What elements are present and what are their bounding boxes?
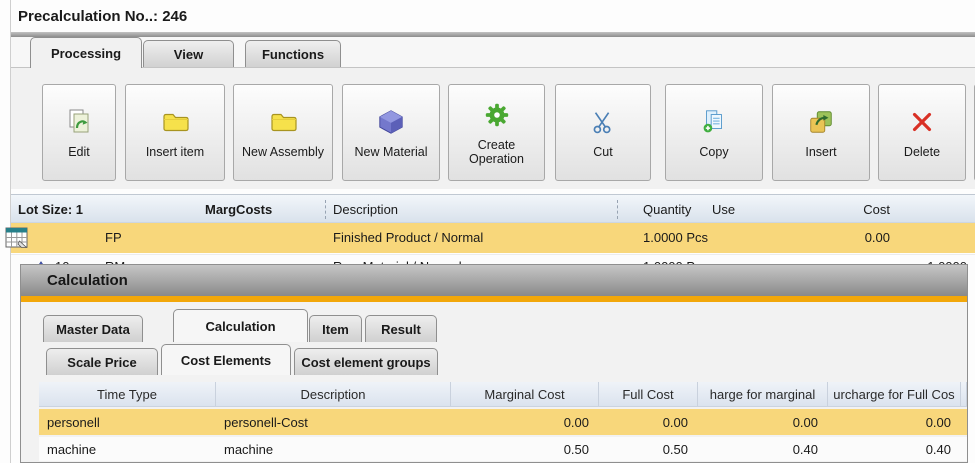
grid-header: Lot Size: 1 MargCosts Description Quanti… (11, 194, 975, 223)
copy-button-label: Copy (699, 144, 729, 159)
column-separator (325, 200, 326, 219)
surcharge-full-cell: 0.00 (925, 414, 951, 430)
new-material-button-label: New Material (354, 144, 428, 159)
main-tabstrip: Processing View Functions (11, 37, 975, 68)
dialog-tab-calculation-label: Calculation (205, 318, 276, 334)
surcharge-full-header: urcharge for Full Cos (828, 382, 961, 406)
folder-icon (268, 106, 298, 138)
cut-button-label: Cut (593, 144, 613, 159)
tab-view-label: View (173, 47, 204, 62)
create-operation-button[interactable]: Create Operation (448, 84, 545, 181)
insert-button[interactable]: Insert (772, 84, 870, 181)
surcharge-marginal-header: harge for marginal (698, 382, 828, 406)
insert-button-label: Insert (805, 144, 837, 159)
marginal-cost-header: Marginal Cost (451, 382, 599, 406)
description-cell: personell-Cost (224, 414, 308, 430)
dialog-tab-item-label: Item (322, 321, 349, 337)
quantity-header: Quantity (643, 202, 692, 217)
surcharge-marginal-cell: 0.00 (792, 414, 818, 430)
delete-x-icon (908, 106, 936, 138)
marginal-cost-cell: 0.00 (563, 414, 589, 430)
calculation-dialog: Calculation Master Data Calculation Item… (20, 264, 968, 463)
surcharge-marginal-cell: 0.40 (792, 441, 818, 457)
delete-button[interactable]: Delete (878, 84, 966, 181)
dialog-tab-result[interactable]: Result (365, 315, 437, 342)
lot-size-label: Lot Size: 1 (18, 202, 84, 217)
description-header: Description (333, 202, 399, 217)
dialog-titlebar[interactable]: Calculation (21, 265, 967, 296)
description-header: Description (216, 382, 451, 406)
copy-button[interactable]: Copy (665, 84, 763, 181)
tab-processing[interactable]: Processing (30, 37, 142, 68)
insert-item-button-label: Insert item (145, 144, 205, 159)
tab-functions-label: Functions (261, 47, 325, 62)
dialog-tab-calculation[interactable]: Calculation (173, 309, 308, 342)
dialog-tab-result-label: Result (381, 321, 421, 337)
title-separator-bar (11, 32, 975, 37)
create-operation-button-label: Create Operation (469, 137, 524, 166)
grid-row-fp[interactable]: FP Finished Product / Normal 1.0000 Pcs … (11, 223, 975, 253)
new-assembly-button[interactable]: New Assembly (233, 84, 333, 181)
time-type-header: Time Type (39, 382, 216, 406)
window-title: Precalculation No..: 246 (18, 8, 188, 25)
dialog-subtab-scale-price[interactable]: Scale Price (46, 348, 158, 375)
use-header: Use (712, 202, 736, 217)
gear-icon (483, 99, 511, 131)
time-type-cell: machine (47, 441, 97, 457)
dialog-subtab-cost-element-groups[interactable]: Cost element groups (294, 348, 438, 375)
dialog-accent-bar (21, 296, 967, 302)
description-cell: machine (224, 441, 274, 457)
spreadsheet-row-icon (4, 225, 30, 256)
tab-processing-label: Processing (50, 45, 122, 61)
edit-button-label: Edit (68, 144, 90, 159)
cost-elements-table-header: Time Type Description Marginal Cost Full… (39, 382, 967, 407)
material-cube-icon (377, 106, 405, 138)
cost-elements-table: Time Type Description Marginal Cost Full… (39, 382, 967, 461)
new-material-button[interactable]: New Material (342, 84, 440, 181)
edit-icon (64, 106, 94, 138)
full-cost-cell: 0.00 (662, 414, 688, 430)
tab-functions[interactable]: Functions (245, 40, 341, 68)
edit-button[interactable]: Edit (42, 84, 116, 181)
dialog-subtab-scale-price-label: Scale Price (67, 354, 137, 370)
folder-icon (160, 106, 190, 138)
item-type: FP (105, 230, 122, 245)
item-quantity: 1.0000 Pcs (643, 230, 709, 245)
item-cost: 0.00 (864, 230, 890, 245)
delete-button-label: Delete (903, 144, 941, 159)
extra-column-sliver (961, 382, 967, 406)
surcharge-full-cell: 0.40 (925, 441, 951, 457)
dialog-tab-master-data-label: Master Data (56, 321, 130, 337)
copy-icon (700, 106, 728, 138)
new-assembly-button-label: New Assembly (242, 144, 324, 159)
tab-view[interactable]: View (143, 40, 234, 68)
full-cost-header: Full Cost (599, 382, 698, 406)
margcosts-header: MargCosts (205, 202, 273, 217)
dialog-tab-master-data[interactable]: Master Data (43, 315, 143, 342)
full-cost-cell: 0.50 (662, 441, 688, 457)
column-separator (617, 200, 618, 219)
toolbar: Edit Insert item New Assembly (11, 67, 975, 189)
marginal-cost-cell: 0.50 (563, 441, 589, 457)
dialog-subtab-cost-element-groups-label: Cost element groups (301, 354, 431, 370)
scissors-icon (589, 106, 617, 138)
cut-button[interactable]: Cut (555, 84, 651, 181)
insert-item-button[interactable]: Insert item (125, 84, 225, 181)
item-description: Finished Product / Normal (333, 230, 484, 245)
table-row-machine[interactable]: machine machine 0.50 0.50 0.40 0.40 (39, 437, 967, 461)
dialog-tab-item[interactable]: Item (309, 315, 362, 342)
dialog-subtab-cost-elements-label: Cost Elements (180, 352, 272, 368)
time-type-cell: personell (47, 414, 100, 430)
insert-icon (807, 106, 835, 138)
table-row-personell[interactable]: personell personell-Cost 0.00 0.00 0.00 … (39, 409, 967, 435)
cost-header: Cost (863, 202, 890, 217)
dialog-subtab-cost-elements[interactable]: Cost Elements (161, 344, 291, 375)
